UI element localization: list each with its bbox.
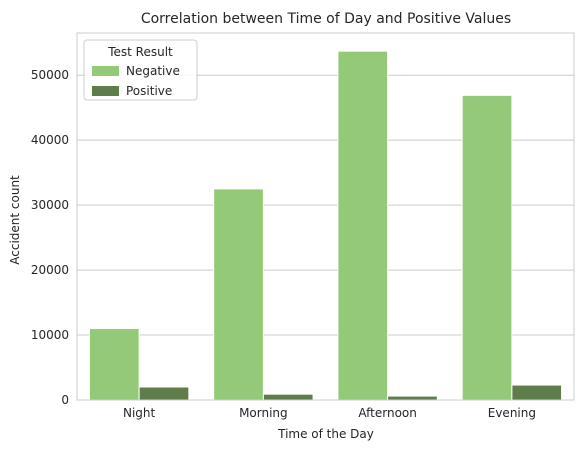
legend-label-positive: Positive xyxy=(126,84,172,98)
legend: Test Result Negative Positive xyxy=(83,39,198,101)
x-axis-ticks: Night Morning Afternoon Evening xyxy=(123,406,536,420)
bar-positive-morning xyxy=(262,393,314,401)
legend-title: Test Result xyxy=(107,45,173,59)
bar-negative-night xyxy=(88,328,140,401)
bar-positive-night xyxy=(138,386,190,401)
x-axis-label: Time of the Day xyxy=(277,427,374,441)
y-axis-label: Accident count xyxy=(8,175,22,265)
bar-negative-afternoon xyxy=(337,50,389,401)
x-tick-label: Morning xyxy=(239,406,288,420)
legend-label-negative: Negative xyxy=(126,64,180,78)
bars xyxy=(88,50,563,401)
chart-title: Correlation between Time of Day and Posi… xyxy=(141,11,511,27)
bar-positive-evening xyxy=(511,384,563,401)
legend-swatch-positive xyxy=(92,86,119,96)
y-axis-ticks: 0 10000 20000 30000 40000 50000 xyxy=(31,68,69,407)
bar-negative-morning xyxy=(213,188,264,401)
y-tick-label: 0 xyxy=(61,393,69,407)
legend-swatch-negative xyxy=(92,66,119,76)
y-tick-label: 30000 xyxy=(31,198,69,212)
y-tick-label: 40000 xyxy=(31,133,69,147)
x-tick-label: Evening xyxy=(488,406,536,420)
bar-positive-afternoon xyxy=(387,395,438,401)
x-tick-label: Night xyxy=(123,406,156,420)
bar-negative-evening xyxy=(461,94,513,401)
y-tick-label: 10000 xyxy=(31,328,69,342)
legend-box xyxy=(83,39,198,101)
plot-frame xyxy=(76,32,575,401)
axes-frame xyxy=(76,32,575,401)
x-tick-label: Afternoon xyxy=(358,406,417,420)
y-tick-label: 50000 xyxy=(31,68,69,82)
y-tick-label: 20000 xyxy=(31,263,69,277)
